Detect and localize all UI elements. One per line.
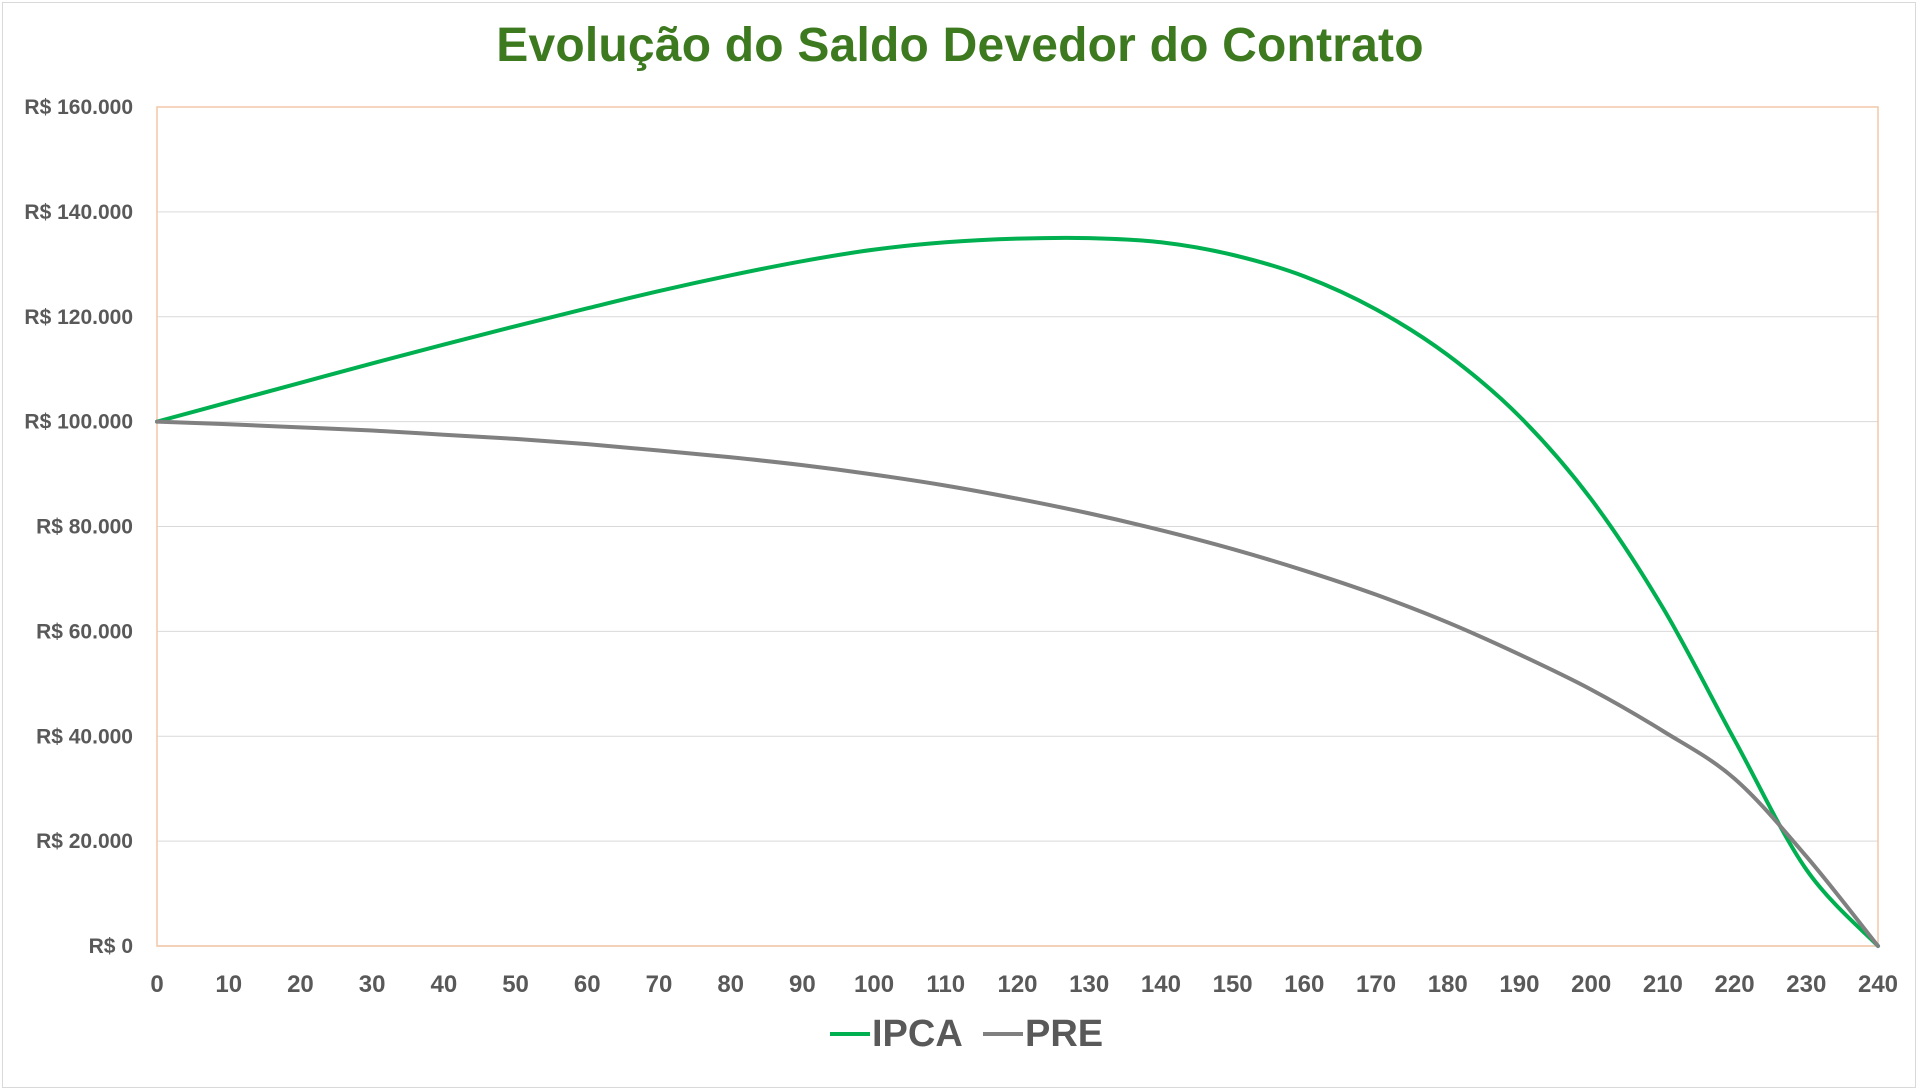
- y-tick-label: R$ 60.000: [36, 620, 133, 643]
- legend-label-pre: PRE: [1025, 1013, 1103, 1055]
- series-line-pre: [155, 419, 1880, 948]
- y-tick-label: R$ 0: [89, 935, 133, 958]
- x-tick-label: 100: [854, 971, 894, 998]
- y-tick-label: R$ 20.000: [36, 830, 133, 853]
- x-tick-label: 220: [1715, 971, 1755, 998]
- x-tick-label: 60: [574, 971, 601, 998]
- x-tick-label: 170: [1356, 971, 1396, 998]
- y-tick-label: R$ 140.000: [24, 201, 133, 224]
- y-tick-label: R$ 160.000: [24, 96, 133, 119]
- x-tick-label: 110: [926, 971, 965, 998]
- legend-label-ipca: IPCA: [872, 1013, 963, 1055]
- x-tick-label: 40: [430, 971, 457, 998]
- x-tick-label: 90: [789, 971, 816, 998]
- x-tick-label: 190: [1499, 971, 1539, 998]
- x-tick-label: 140: [1141, 971, 1181, 998]
- series-lines: [155, 235, 1880, 948]
- chart-title: Evolução do Saldo Devedor do Contrato: [496, 19, 1424, 72]
- x-tick-label: 160: [1284, 971, 1324, 998]
- legend: IPCA PRE: [830, 1013, 1103, 1055]
- x-tick-label: 150: [1213, 971, 1253, 998]
- x-tick-label: 120: [997, 971, 1037, 998]
- y-axis-ticks: R$ 0 R$ 20.000 R$ 40.000 R$ 60.000 R$ 80.000…: [24, 96, 133, 958]
- x-tick-label: 180: [1428, 971, 1468, 998]
- x-axis-ticks: 0 10 20 30 40 50 60 70 80 90 100 110 120 130 140 150 160…: [150, 971, 1898, 998]
- x-tick-label: 240: [1858, 971, 1898, 998]
- x-tick-label: 130: [1069, 971, 1109, 998]
- x-tick-label: 50: [502, 971, 529, 998]
- x-tick-label: 210: [1643, 971, 1683, 998]
- series-line-ipca: [155, 235, 1880, 948]
- gridlines: [157, 211, 1878, 947]
- x-tick-label: 20: [287, 971, 314, 998]
- y-tick-label: R$ 80.000: [36, 516, 133, 539]
- y-tick-label: R$ 40.000: [36, 725, 133, 748]
- x-tick-label: 200: [1571, 971, 1611, 998]
- x-tick-label: 80: [717, 971, 744, 998]
- y-tick-label: R$ 120.000: [24, 306, 133, 329]
- x-tick-label: 230: [1786, 971, 1826, 998]
- x-tick-label: 70: [646, 971, 673, 998]
- x-tick-label: 10: [215, 971, 242, 998]
- y-tick-label: R$ 100.000: [24, 411, 133, 434]
- plot-area-border: [156, 106, 1879, 947]
- x-tick-label: 30: [359, 971, 386, 998]
- x-tick-label: 0: [150, 971, 163, 998]
